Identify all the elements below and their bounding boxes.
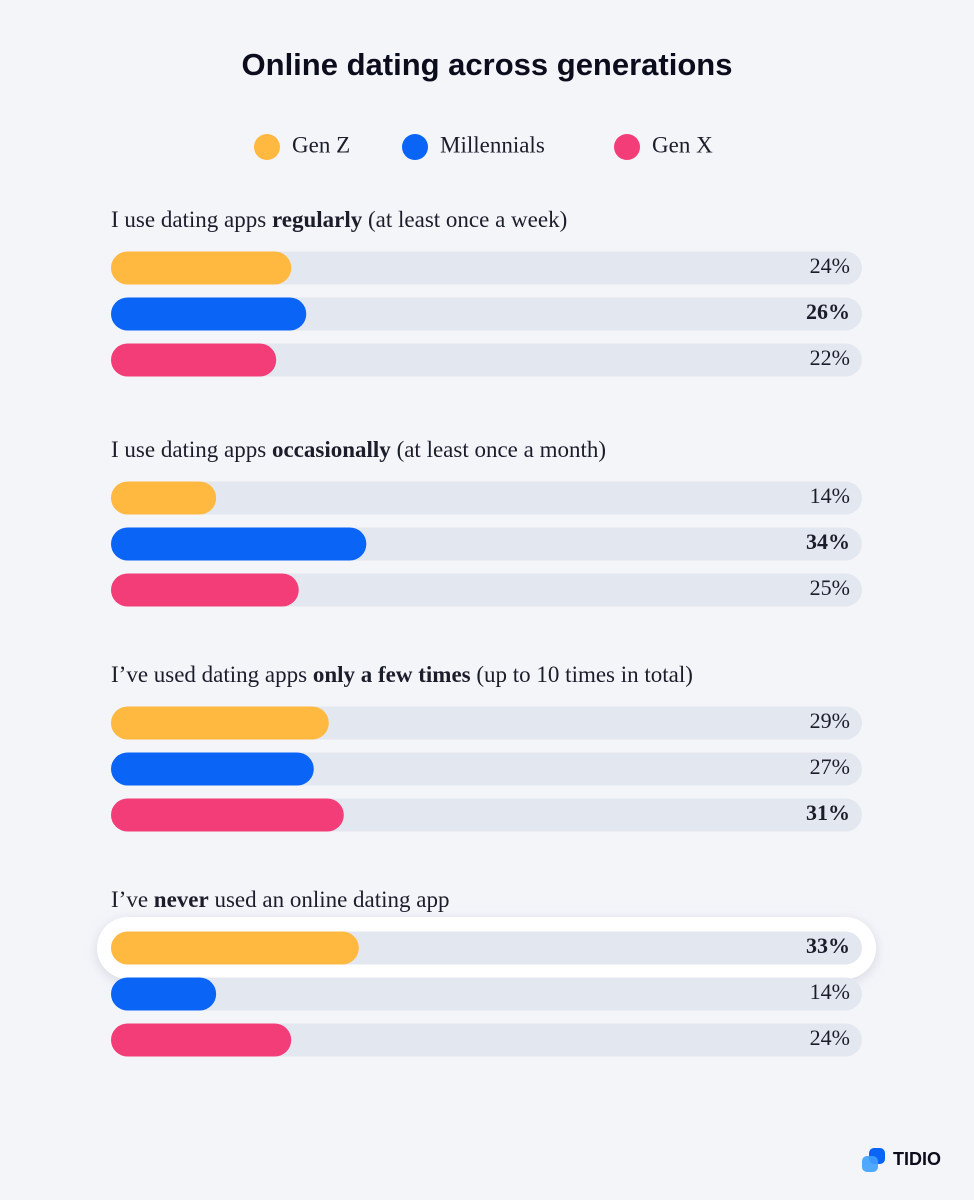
chart-title: Online dating across generations [242,47,733,82]
bar [111,931,359,965]
bar [111,481,217,515]
bar [111,527,367,561]
brand: TIDIO [893,1149,941,1169]
group-label: I use dating apps regularly (at least on… [111,207,567,232]
legend-swatch [402,134,428,160]
value-label: 24% [810,253,850,278]
group-label-part: I’ve used dating apps [111,662,313,687]
group-label-part: never [154,887,209,912]
bar-track [111,481,862,515]
value-label: 29% [810,708,850,733]
value-label: 22% [810,345,850,370]
group-label-part: (up to 10 times in total) [471,662,693,687]
bar-track [111,1023,862,1057]
bar-track [111,573,862,607]
value-label: 34% [806,529,850,554]
legend-swatch [254,134,280,160]
group-label: I’ve never used an online dating app [111,887,450,912]
value-label: 31% [806,800,850,825]
bar-track [111,251,862,285]
bar [111,977,217,1011]
group-label: I’ve used dating apps only a few times (… [111,662,693,687]
group-label-part: (at least once a week) [362,207,567,232]
value-label: 14% [810,979,850,1004]
group-label-part: I’ve [111,887,154,912]
legend-label: Millennials [440,132,545,157]
bar [111,1023,292,1057]
value-label: 24% [810,1025,850,1050]
value-label: 33% [806,933,850,958]
group-label-part: only a few times [313,662,471,687]
bar [111,343,277,377]
bar [111,798,344,832]
group-label: I use dating apps occasionally (at least… [111,437,606,462]
bar [111,706,329,740]
bar [111,251,292,285]
legend-swatch [614,134,640,160]
bar-track [111,343,862,377]
legend-label: Gen X [652,132,713,157]
group-label-part: used an online dating app [209,887,450,912]
bar-track [111,977,862,1011]
bar [111,573,299,607]
group-label-part: I use dating apps [111,207,272,232]
value-label: 26% [806,299,850,324]
bar [111,752,314,786]
value-label: 27% [810,754,850,779]
group-label-part: occasionally [272,437,391,462]
bar [111,297,307,331]
brand-logo [862,1148,885,1172]
group-label-part: regularly [272,207,363,232]
group-label-part: I use dating apps [111,437,272,462]
value-label: 25% [810,575,850,600]
legend-label: Gen Z [292,132,350,157]
group-label-part: (at least once a month) [391,437,606,462]
value-label: 14% [810,483,850,508]
